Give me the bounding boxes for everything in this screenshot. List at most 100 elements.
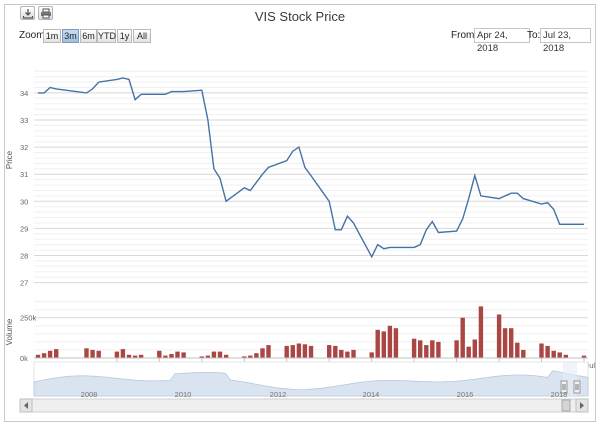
volume-bar (563, 354, 568, 358)
volume-bar (260, 348, 265, 358)
volume-bar (478, 306, 484, 358)
volume-bar (163, 355, 168, 358)
volume-bar (254, 353, 259, 358)
volume-bar (181, 352, 186, 358)
scrollbar-left-button[interactable] (19, 398, 33, 413)
volume-bar (284, 345, 289, 358)
volume-bar (509, 328, 514, 358)
price-axis-title: Price (5, 150, 14, 169)
volume-bar (205, 355, 211, 358)
volume-bar (515, 342, 520, 358)
volume-bar (96, 350, 101, 359)
volume-bar (308, 345, 314, 358)
volume-bar (393, 328, 399, 358)
volume-bar (430, 340, 435, 358)
range-button-1y[interactable]: 1y (117, 29, 132, 43)
volume-bar (217, 351, 223, 358)
volume-bar (157, 350, 162, 359)
volume-bar (41, 353, 47, 358)
volume-bar (54, 349, 59, 358)
volume-bar (138, 354, 144, 358)
volume-bar (35, 354, 41, 358)
price-tick-label: 31 (20, 170, 28, 179)
price-tick-label: 30 (20, 197, 28, 206)
volume-bar (90, 349, 95, 358)
volume-bar (296, 343, 302, 358)
from-date-input[interactable]: Apr 24, 2018 (474, 28, 530, 54)
navigator-right-handle[interactable] (573, 380, 581, 394)
to-date-input[interactable]: Jul 23, 2018 (540, 28, 591, 54)
range-button-3m[interactable]: 3m (62, 29, 79, 43)
volume-axis-labels: 0k 250k (20, 314, 37, 363)
volume-tick-label: 0k (20, 354, 28, 363)
volume-bar (211, 351, 217, 358)
navigator-year-label: 2008 (81, 390, 98, 399)
volume-series (35, 306, 587, 359)
volume-bar (545, 345, 550, 358)
price-tick-label: 33 (20, 116, 28, 125)
save-button[interactable] (20, 6, 35, 20)
volume-bar (460, 317, 465, 358)
zoom-label: Zoom (19, 30, 45, 41)
volume-bar (375, 329, 380, 358)
price-tick-label: 34 (20, 89, 28, 98)
volume-bar (424, 345, 429, 358)
volume-bar (369, 352, 374, 358)
arrow-left-icon (24, 402, 28, 409)
volume-bar (381, 331, 386, 358)
volume-bar (242, 356, 247, 358)
volume-bar (120, 349, 126, 358)
volume-bar (302, 344, 308, 358)
volume-bar (496, 314, 502, 358)
range-button-ytd[interactable]: YTD (97, 29, 116, 43)
volume-bar (454, 340, 459, 358)
print-button[interactable] (38, 6, 53, 20)
navigator-year-label: 2012 (270, 390, 287, 399)
volume-bar (223, 354, 229, 358)
volume-bar (114, 351, 120, 358)
range-button-all[interactable]: All (133, 29, 151, 43)
navigator-series (33, 370, 589, 397)
price-tick-label: 27 (20, 279, 28, 288)
scrollbar-thumb[interactable] (561, 399, 571, 412)
arrow-right-icon (580, 402, 584, 409)
price-axis-labels: 27 28 29 30 31 32 33 34 (20, 89, 28, 288)
range-button-6m[interactable]: 6m (80, 29, 97, 43)
price-tick-label: 28 (20, 252, 28, 261)
scrollbar-track[interactable] (19, 398, 577, 413)
save-icon (22, 9, 34, 19)
volume-bar (581, 355, 587, 358)
navigator-year-label: 2016 (457, 390, 474, 399)
volume-bar (502, 328, 508, 358)
print-icon (41, 8, 51, 19)
scrollbar-right-button[interactable] (575, 398, 589, 413)
volume-bar (411, 338, 417, 358)
chart-title: VIS Stock Price (254, 9, 346, 24)
navigator-year-label: 2018 (551, 390, 568, 399)
volume-bar (169, 354, 174, 358)
volume-tick-label: 250k (20, 314, 37, 323)
volume-bar (248, 355, 253, 358)
price-series-line (38, 77, 584, 259)
volume-bar (351, 349, 356, 358)
from-label: From: (451, 30, 478, 41)
navigator-left-handle[interactable] (560, 380, 568, 394)
volume-bar (327, 345, 332, 358)
volume-bar (387, 325, 393, 358)
volume-bar (345, 351, 350, 358)
volume-bar (84, 348, 89, 358)
volume-bar (266, 345, 271, 358)
volume-bar (557, 352, 562, 358)
volume-bar (333, 345, 338, 358)
volume-bar (418, 340, 423, 358)
range-button-1m[interactable]: 1m (43, 29, 61, 43)
navigator-year-labels: 2008 2010 2012 2014 2016 2018 (81, 390, 568, 399)
volume-bar (436, 341, 441, 358)
price-tick-label: 29 (20, 224, 28, 233)
volume-bar (290, 345, 295, 358)
volume-bar (539, 343, 544, 358)
price-tick-label: 32 (20, 143, 28, 152)
volume-bar (551, 350, 556, 359)
navigator-year-label: 2010 (175, 390, 192, 399)
